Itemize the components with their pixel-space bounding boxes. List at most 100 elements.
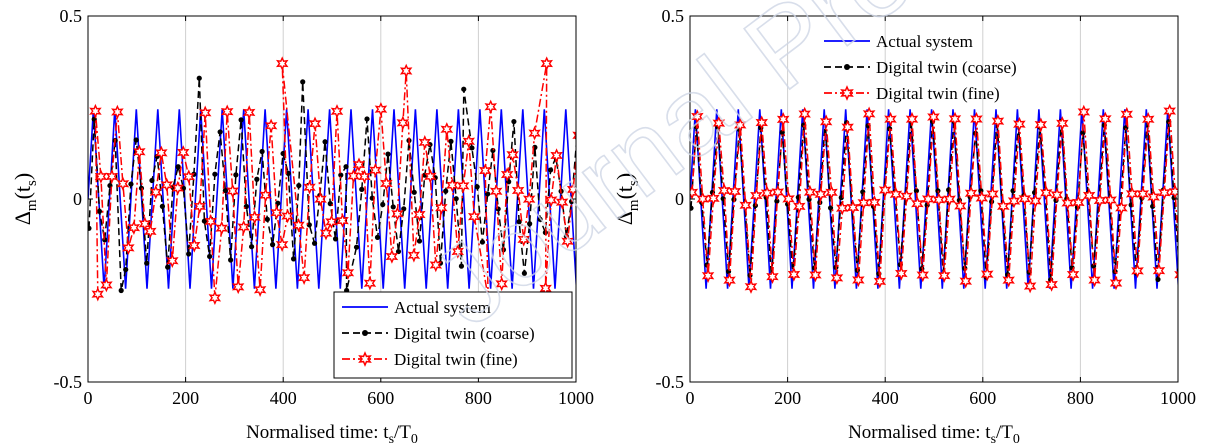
data-point [878, 182, 892, 198]
data-point [96, 208, 103, 214]
y-tick-label: 0.5 [60, 6, 83, 26]
data-point [948, 111, 962, 127]
data-point [325, 214, 338, 230]
x-tick-label: 0 [84, 388, 93, 408]
data-point [233, 172, 239, 178]
data-point [691, 109, 704, 124]
data-point [1018, 191, 1031, 207]
data-point [416, 238, 423, 244]
data-point [846, 200, 860, 215]
data-point [1045, 277, 1058, 292]
data-point [1155, 276, 1161, 282]
data-point [712, 115, 726, 131]
data-point [311, 240, 318, 246]
data-point [269, 242, 276, 248]
data-point [1034, 117, 1048, 132]
data-point [133, 137, 139, 143]
data-point [188, 238, 201, 253]
data-point [122, 240, 135, 256]
data-point [451, 244, 465, 259]
data-point [332, 236, 339, 242]
x-tick-label: 800 [465, 388, 492, 408]
data-point [911, 196, 924, 211]
data-point [776, 112, 790, 127]
data-point [138, 216, 152, 232]
data-point [374, 101, 388, 117]
data-point [1141, 112, 1155, 127]
data-point [1174, 271, 1178, 279]
data-point [943, 191, 956, 207]
data-point [207, 253, 213, 260]
data-point [359, 186, 365, 192]
y-axis-label: Δm(ts) [10, 173, 40, 225]
plot-area [88, 56, 576, 306]
x-tick-label: 1000 [558, 388, 594, 408]
data-point [1136, 186, 1150, 202]
legend-label: Digital twin (fine) [394, 350, 518, 369]
data-point [226, 183, 240, 199]
data-point [374, 234, 381, 240]
data-point [144, 224, 157, 239]
data-point [774, 198, 780, 204]
data-point [443, 188, 449, 194]
data-point [540, 56, 553, 71]
data-point [728, 184, 742, 199]
data-point [1072, 195, 1085, 210]
data-point [511, 183, 525, 198]
data-point [1147, 189, 1160, 205]
data-point [100, 277, 113, 293]
x-axis-label: Normalised time: ts/T0 [246, 422, 418, 447]
data-point [330, 104, 344, 119]
data-point [1056, 116, 1069, 131]
data-point [259, 148, 265, 155]
data-point [739, 197, 752, 213]
data-point [280, 150, 286, 157]
data-point [429, 257, 443, 273]
data-point [204, 213, 218, 229]
y-tick-label: 0 [73, 189, 82, 209]
data-point [1115, 200, 1128, 216]
data-point [385, 249, 399, 264]
data-point [986, 186, 999, 202]
data-point [297, 270, 311, 285]
data-point [975, 190, 989, 206]
data-point [292, 217, 305, 233]
legend-marker [362, 330, 368, 336]
data-point [390, 204, 396, 210]
data-point [347, 168, 360, 184]
data-point [835, 200, 849, 216]
data-point [208, 290, 222, 306]
data-point [231, 279, 245, 295]
data-point [237, 219, 250, 235]
data-point [980, 266, 994, 282]
data-point [996, 198, 1010, 214]
data-point [193, 199, 206, 214]
data-point [149, 184, 163, 200]
plot-area [690, 103, 1178, 294]
data-point [555, 194, 569, 210]
data-point [133, 144, 146, 160]
data-point [238, 117, 244, 123]
data-point [750, 188, 763, 203]
data-point [453, 196, 459, 202]
legend-marker [840, 85, 854, 101]
data-point [276, 56, 289, 71]
data-point [380, 201, 386, 208]
data-point [458, 263, 465, 269]
data-point [479, 239, 486, 245]
data-point [391, 206, 404, 221]
data-point [149, 177, 155, 184]
data-point [118, 287, 124, 294]
data-point [516, 219, 522, 225]
data-point [744, 279, 758, 294]
data-point [798, 106, 811, 122]
data-point [561, 233, 574, 249]
legend-label: Digital twin (coarse) [876, 58, 1017, 77]
data-point [358, 169, 371, 184]
data-point [249, 244, 255, 250]
data-point [701, 268, 715, 283]
data-point [399, 63, 413, 79]
data-point [707, 191, 720, 206]
data-point [467, 209, 481, 224]
data-point [434, 200, 448, 215]
